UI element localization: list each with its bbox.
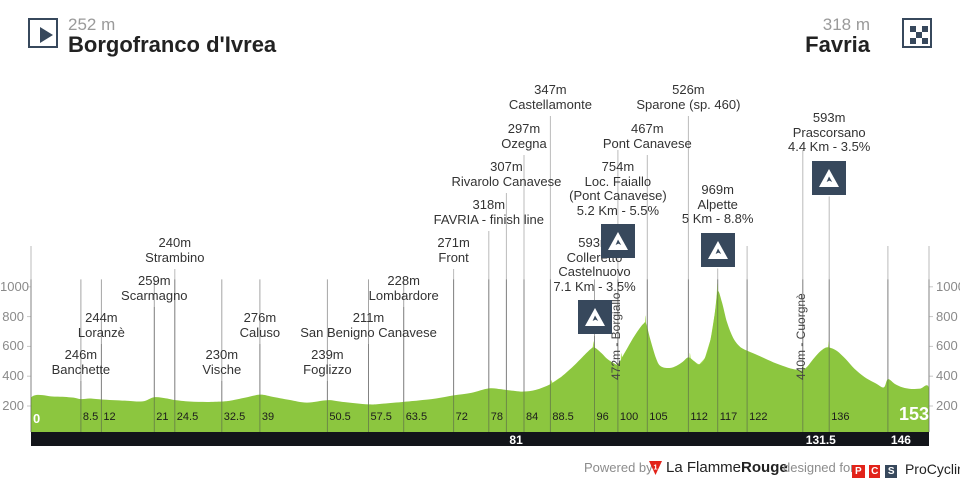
svg-text:1: 1 (653, 463, 657, 472)
